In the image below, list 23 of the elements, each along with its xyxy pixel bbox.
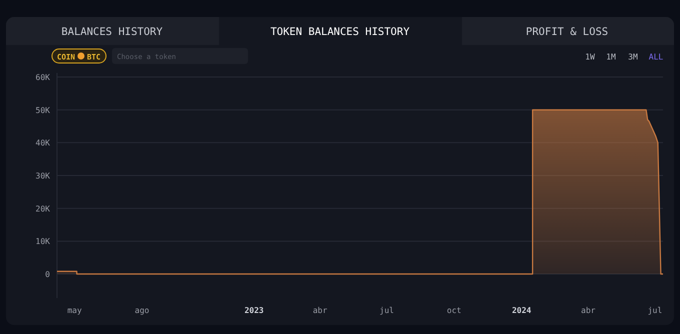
x-tick-label: abr bbox=[581, 306, 596, 315]
x-tick-label: may bbox=[67, 306, 82, 315]
y-tick-label: 60K bbox=[36, 73, 50, 82]
text: PROFIT & LOSS bbox=[526, 26, 608, 38]
text: 3M bbox=[628, 52, 638, 62]
y-tick-label: 50K bbox=[36, 106, 50, 115]
y-tick-label: 10K bbox=[36, 237, 50, 246]
x-tick-label: 2023 bbox=[244, 306, 264, 315]
x-tick-label: ago bbox=[134, 306, 150, 315]
x-tick-label: 2024 bbox=[512, 306, 532, 315]
text: TOKEN BALANCES HISTORY bbox=[270, 26, 410, 38]
text: 1M bbox=[606, 52, 616, 62]
text: BALANCES HISTORY bbox=[61, 26, 164, 38]
x-tick-label: jul bbox=[648, 306, 662, 315]
y-tick-label: 30K bbox=[36, 172, 50, 181]
x-tick-label: jul bbox=[380, 306, 394, 315]
x-tick-label: oct bbox=[446, 306, 462, 315]
y-tick-label: 40K bbox=[36, 138, 50, 148]
y-tick-label: 0 bbox=[45, 270, 50, 280]
x-tick-label: abr bbox=[312, 306, 328, 315]
y-tick-label: 20K bbox=[36, 204, 50, 214]
text: ALL bbox=[648, 52, 664, 62]
text: 1W bbox=[585, 52, 595, 62]
